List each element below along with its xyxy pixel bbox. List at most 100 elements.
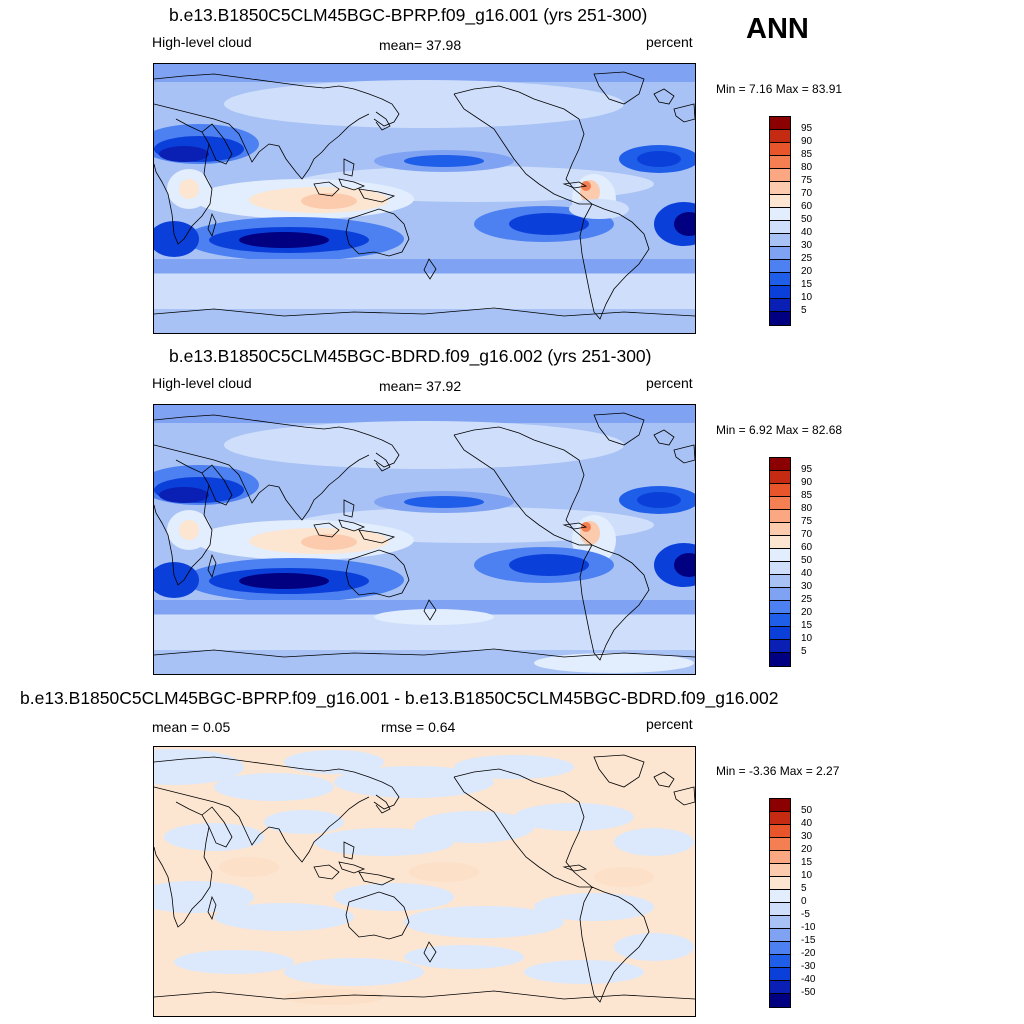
diff-negative-region [284, 750, 384, 774]
colorbar-label: -40 [801, 974, 816, 985]
coastline [358, 529, 396, 544]
coastline [207, 895, 217, 921]
coastline [562, 522, 588, 530]
diff-negative-region [454, 755, 574, 779]
band-southern-midlat [154, 600, 695, 614]
coastline [154, 786, 370, 863]
colorbar-label: 70 [801, 529, 813, 540]
colorbar-swatch [770, 458, 790, 471]
panel-3-mean-label: mean = 0.05 [152, 719, 231, 735]
colorbar-label: 85 [801, 149, 813, 160]
diff-positive-region [219, 857, 279, 877]
colorbar-swatch [770, 575, 790, 588]
colorbar-swatch [770, 799, 790, 812]
colorbar-swatch [770, 536, 790, 549]
colorbar-swatch [770, 273, 790, 286]
colorbar-label: 20 [801, 266, 813, 277]
colorbar-swatch [770, 299, 790, 312]
diff-negative-region [214, 903, 354, 931]
colorbar-swatches [769, 116, 791, 326]
band-arctic [154, 405, 695, 423]
panel-3-title: b.e13.B1850C5CLM45BGC-BPRP.f09_g16.001 -… [20, 688, 779, 708]
coastline [453, 768, 593, 888]
colorbar-label: -15 [801, 935, 816, 946]
diff-negative-region [174, 950, 294, 974]
colorbar-swatch [770, 942, 790, 955]
panel-2-colorbar: 95 90 85 80 75 70 60 50 40 30 25 20 15 10 5 [769, 457, 812, 667]
colorbar-label: 90 [801, 477, 813, 488]
region-s-indian-min [239, 573, 329, 589]
coastline [313, 181, 340, 197]
colorbar-label: 95 [801, 123, 813, 134]
diff-positive-region [409, 862, 479, 882]
coastline [343, 499, 355, 518]
region-africa-peak [179, 520, 199, 540]
colorbar-swatch [770, 627, 790, 640]
panel-1-title: b.e13.B1850C5CLM45BGC-BPRP.f09_g16.001 (… [169, 5, 648, 25]
diff-negative-region [404, 906, 564, 938]
colorbar-swatch [770, 312, 790, 325]
colorbar-swatch [770, 234, 790, 247]
colorbar-swatch [770, 156, 790, 169]
colorbar-swatch [770, 825, 790, 838]
colorbar-label: 5 [801, 883, 807, 894]
colorbar-swatch [770, 510, 790, 523]
diff-positive-region [284, 989, 384, 1005]
coastline [201, 806, 233, 848]
diff-negative-region [314, 828, 454, 856]
panel-2-minmax: Min = 6.92 Max = 82.68 [716, 423, 843, 437]
colorbar-label: 15 [801, 279, 813, 290]
colorbar-swatch [770, 653, 790, 666]
coastline [154, 756, 400, 810]
panel-2-mean-label: mean= 37.92 [379, 378, 462, 394]
colorbar-label: 50 [801, 805, 813, 816]
coastline [207, 212, 217, 238]
coastline [375, 452, 391, 472]
colorbar-label: 80 [801, 162, 813, 173]
coastline [207, 553, 217, 579]
coastline [358, 188, 396, 203]
diff-negative-region [264, 810, 344, 834]
colorbar-label: 40 [801, 227, 813, 238]
diff-negative-region [524, 960, 644, 984]
colorbar-swatch [770, 614, 790, 627]
coastline [423, 941, 437, 963]
colorbar-swatch [770, 864, 790, 877]
coastline [154, 459, 213, 586]
region-natl-core [637, 151, 681, 167]
diff-negative-region [614, 933, 694, 961]
colorbar-swatch [770, 143, 790, 156]
colorbar-label: -10 [801, 922, 816, 933]
colorbar-swatch [770, 286, 790, 299]
colorbar-swatch [770, 601, 790, 614]
colorbar-label: 60 [801, 542, 813, 553]
diff-negative-region [164, 823, 264, 851]
coastline [338, 519, 366, 532]
coastline [343, 841, 355, 860]
coastline [453, 426, 593, 546]
coastline [673, 444, 695, 464]
colorbar-swatch [770, 484, 790, 497]
coastline [313, 522, 340, 538]
band-arctic [154, 64, 695, 82]
colorbar-label: 30 [801, 240, 813, 251]
colorbar-label: 80 [801, 503, 813, 514]
colorbar-label: 70 [801, 188, 813, 199]
colorbar-swatch [770, 955, 790, 968]
region-npac-core [404, 155, 484, 167]
coastline [345, 208, 410, 257]
region-antarctic-warm [534, 653, 694, 673]
coastline [423, 258, 437, 280]
coastline [562, 181, 588, 189]
diff-negative-region [284, 958, 424, 986]
coastline [154, 648, 695, 658]
coastline [673, 103, 695, 123]
coastline [154, 414, 400, 468]
colorbar-label: 15 [801, 857, 813, 868]
colorbar-swatch [770, 130, 790, 143]
colorbar-label: 10 [801, 292, 813, 303]
coastline [154, 103, 370, 180]
region-sahara-min [159, 146, 209, 162]
coastline [579, 544, 650, 661]
colorbar-swatch [770, 838, 790, 851]
